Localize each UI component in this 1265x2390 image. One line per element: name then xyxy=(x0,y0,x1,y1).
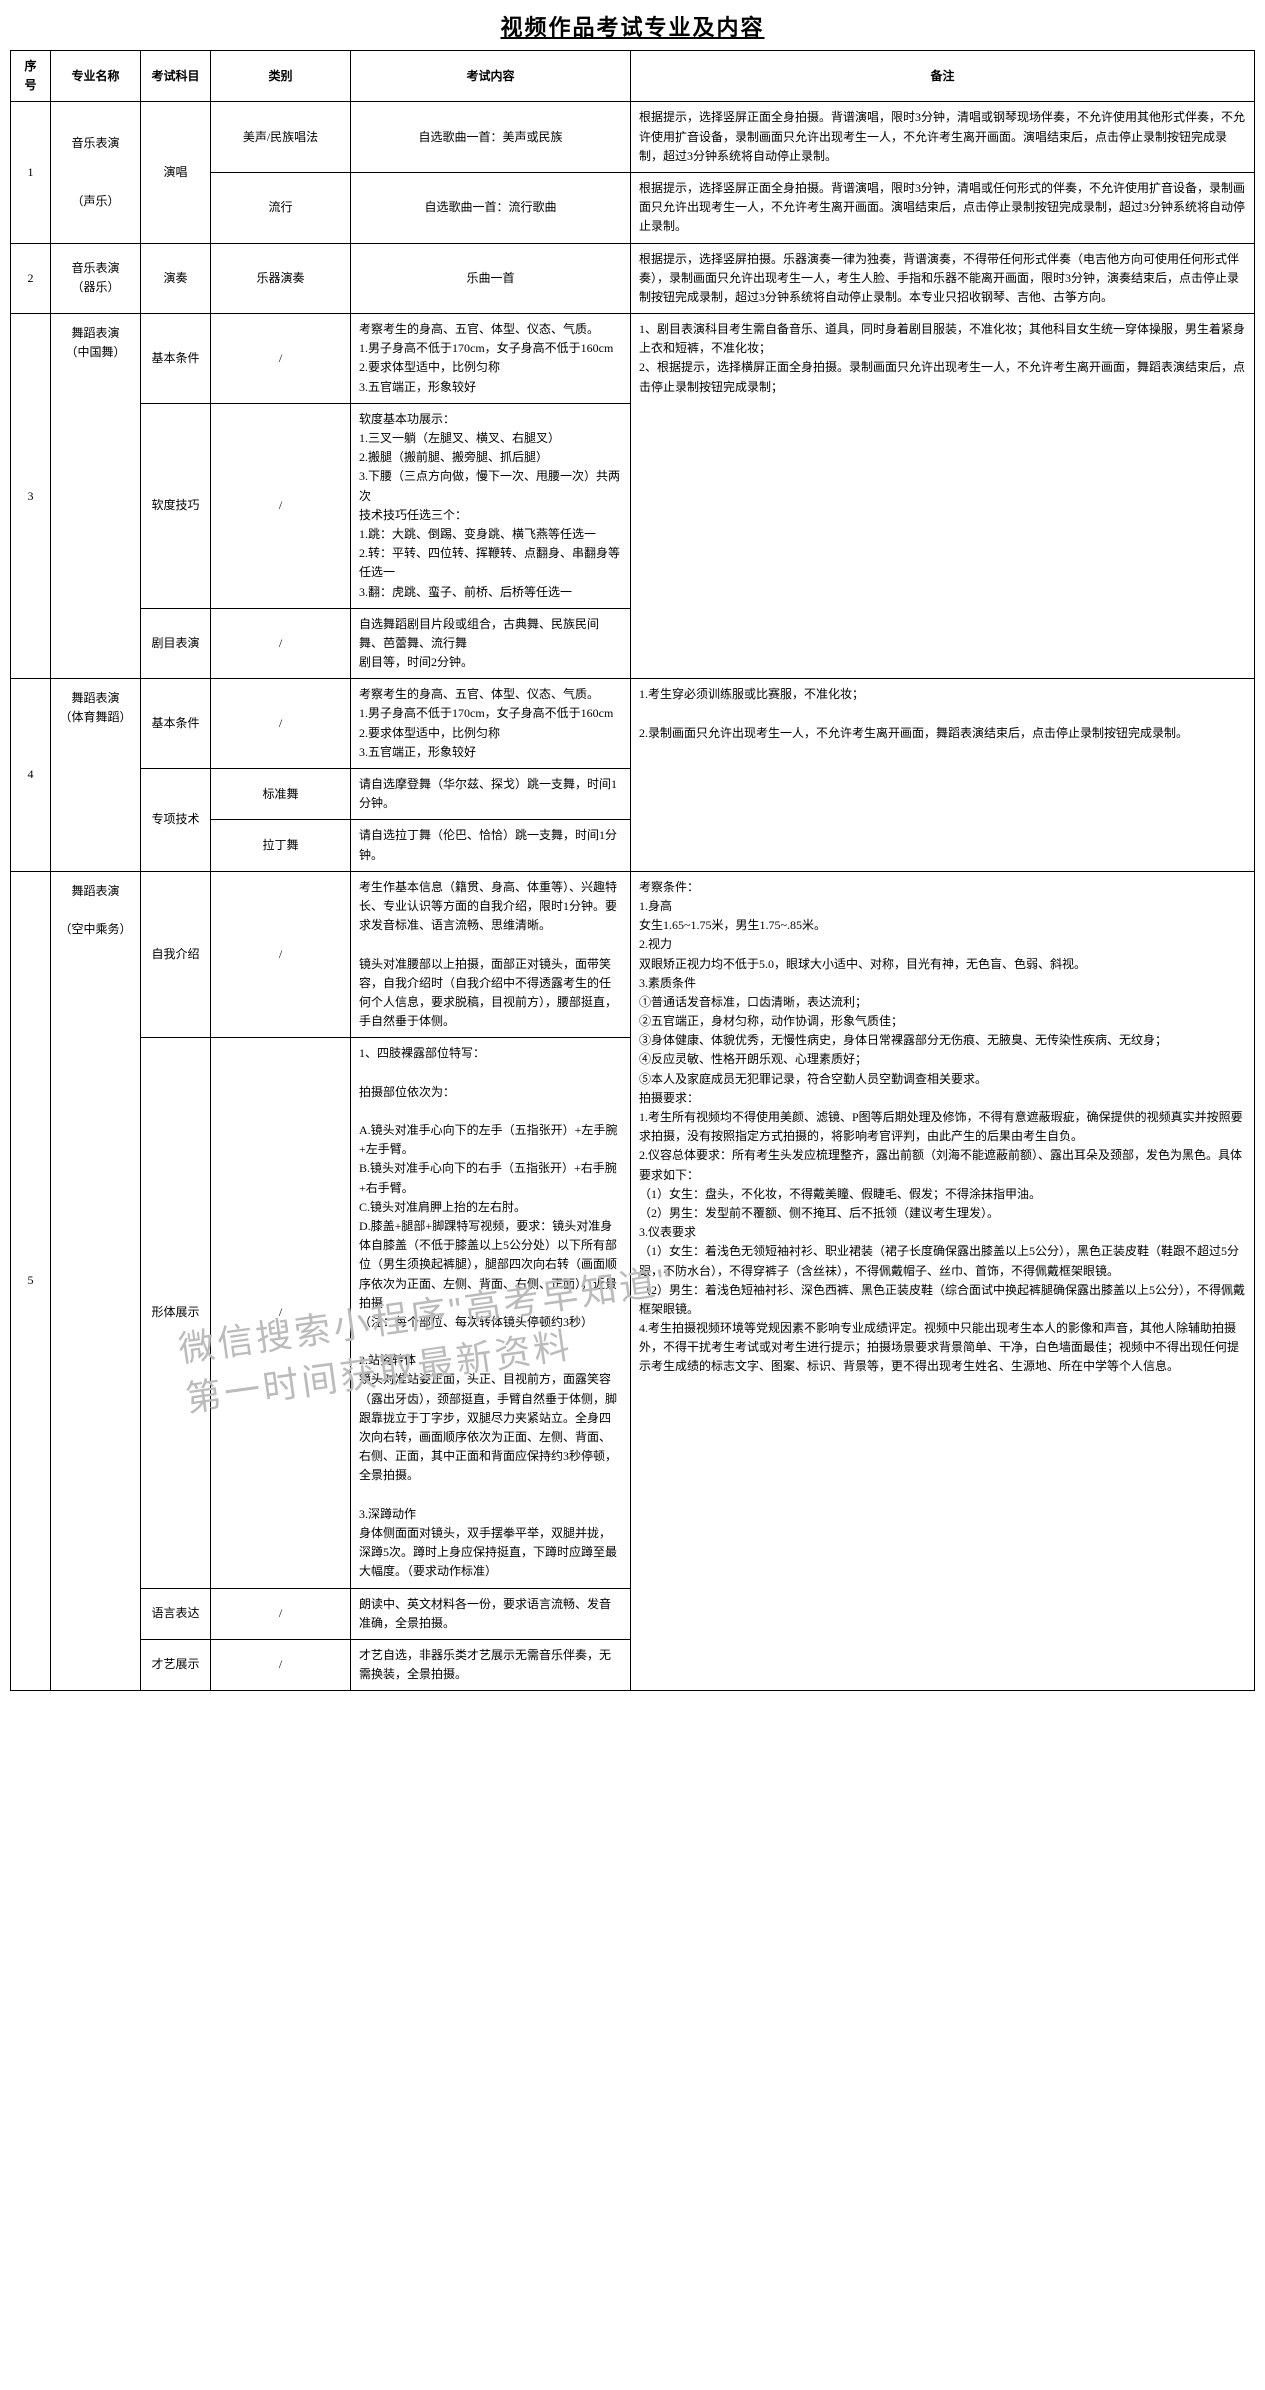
cell-content: 乐曲一首 xyxy=(351,243,631,314)
cell-category: / xyxy=(211,1639,351,1690)
header-seq: 序号 xyxy=(11,51,51,102)
cell-seq: 5 xyxy=(11,871,51,1691)
cell-content: 自选舞蹈剧目片段或组合，古典舞、民族民间舞、芭蕾舞、流行舞 剧目等，时间2分钟。 xyxy=(351,608,631,679)
table-row: 3 舞蹈表演 （中国舞） 基本条件 / 考察考生的身高、五官、体型、仪态、气质。… xyxy=(11,314,1255,404)
table-row: 1 音乐表演 （声乐） 演唱 美声/民族唱法 自选歌曲一首：美声或民族 根据提示… xyxy=(11,102,1255,173)
cell-major: 舞蹈表演 （中国舞） xyxy=(51,314,141,679)
table-row: 2 音乐表演 （器乐） 演奏 乐器演奏 乐曲一首 根据提示，选择竖屏拍摄。乐器演… xyxy=(11,243,1255,314)
cell-remark: 1.考生穿必须训练服或比赛服，不准化妆； 2.录制画面只允许出现考生一人，不允许… xyxy=(631,679,1255,872)
cell-category: / xyxy=(211,608,351,679)
cell-remark: 考察条件： 1.身高 女生1.65~1.75米，男生1.75~.85米。 2.视… xyxy=(631,871,1255,1691)
cell-subject: 基本条件 xyxy=(141,679,211,769)
cell-content: 1、四肢裸露部位特写： 拍摄部位依次为： A.镜头对准手心向下的左手（五指张开）… xyxy=(351,1038,631,1588)
cell-major: 舞蹈表演 （体育舞蹈） xyxy=(51,679,141,872)
table-header-row: 序号 专业名称 考试科目 类别 考试内容 备注 xyxy=(11,51,1255,102)
major-line: （器乐） xyxy=(59,278,132,297)
major-line: （体育舞蹈） xyxy=(59,708,132,727)
cell-content: 才艺自选，非器乐类才艺展示无需音乐伴奏，无需换装，全景拍摄。 xyxy=(351,1639,631,1690)
cell-subject: 自我介绍 xyxy=(141,871,211,1038)
cell-major: 音乐表演 （器乐） xyxy=(51,243,141,314)
cell-subject: 专项技术 xyxy=(141,769,211,872)
cell-category: 拉丁舞 xyxy=(211,820,351,871)
cell-subject: 语言表达 xyxy=(141,1588,211,1639)
exam-table: 序号 专业名称 考试科目 类别 考试内容 备注 1 音乐表演 （声乐） 演唱 美… xyxy=(10,50,1255,1691)
cell-content: 软度基本功展示： 1.三叉一躺（左腿叉、横叉、右腿叉） 2.搬腿（搬前腿、搬旁腿… xyxy=(351,403,631,608)
header-content: 考试内容 xyxy=(351,51,631,102)
cell-category: / xyxy=(211,1588,351,1639)
cell-subject: 才艺展示 xyxy=(141,1639,211,1690)
cell-content: 考察考生的身高、五官、体型、仪态、气质。 1.男子身高不低于170cm，女子身高… xyxy=(351,314,631,404)
cell-remark: 根据提示，选择竖屏正面全身拍摄。背谱演唱，限时3分钟，清唱或任何形式的伴奏，不允… xyxy=(631,172,1255,243)
cell-subject: 软度技巧 xyxy=(141,403,211,608)
cell-category: / xyxy=(211,1038,351,1588)
header-remark: 备注 xyxy=(631,51,1255,102)
cell-subject: 剧目表演 xyxy=(141,608,211,679)
cell-content: 请自选拉丁舞（伦巴、恰恰）跳一支舞，时间1分钟。 xyxy=(351,820,631,871)
header-major: 专业名称 xyxy=(51,51,141,102)
cell-content: 自选歌曲一首：流行歌曲 xyxy=(351,172,631,243)
cell-category: 乐器演奏 xyxy=(211,243,351,314)
major-line: （中国舞） xyxy=(59,343,132,362)
cell-subject: 演奏 xyxy=(141,243,211,314)
major-line: 音乐表演 xyxy=(59,259,132,278)
table-row: 5 舞蹈表演 （空中乘务） 自我介绍 / 考生作基本信息（籍贯、身高、体重等）、… xyxy=(11,871,1255,1038)
cell-content: 考生作基本信息（籍贯、身高、体重等）、兴趣特长、专业认识等方面的自我介绍，限时1… xyxy=(351,871,631,1038)
major-line: （空中乘务） xyxy=(59,920,132,939)
page-title: 视频作品考试专业及内容 xyxy=(10,10,1255,42)
cell-remark: 根据提示，选择竖屏正面全身拍摄。背谱演唱，限时3分钟，清唱或钢琴现场伴奏，不允许… xyxy=(631,102,1255,173)
cell-subject: 演唱 xyxy=(141,102,211,243)
cell-major: 舞蹈表演 （空中乘务） xyxy=(51,871,141,1691)
cell-category: / xyxy=(211,314,351,404)
header-category: 类别 xyxy=(211,51,351,102)
cell-seq: 3 xyxy=(11,314,51,679)
major-line: 舞蹈表演 xyxy=(59,882,132,901)
cell-content: 考察考生的身高、五官、体型、仪态、气质。 1.男子身高不低于170cm，女子身高… xyxy=(351,679,631,769)
cell-category: / xyxy=(211,403,351,608)
cell-major: 音乐表演 （声乐） xyxy=(51,102,141,243)
table-row: 4 舞蹈表演 （体育舞蹈） 基本条件 / 考察考生的身高、五官、体型、仪态、气质… xyxy=(11,679,1255,769)
cell-seq: 2 xyxy=(11,243,51,314)
cell-content: 请自选摩登舞（华尔兹、探戈）跳一支舞，时间1分钟。 xyxy=(351,769,631,820)
cell-seq: 4 xyxy=(11,679,51,872)
cell-category: 标准舞 xyxy=(211,769,351,820)
cell-remark: 根据提示，选择竖屏拍摄。乐器演奏一律为独奏，背谱演奏，不得带任何形式伴奏（电吉他… xyxy=(631,243,1255,314)
header-subject: 考试科目 xyxy=(141,51,211,102)
cell-subject: 形体展示 xyxy=(141,1038,211,1588)
cell-category: 美声/民族唱法 xyxy=(211,102,351,173)
major-line: 音乐表演 xyxy=(59,134,132,153)
cell-subject: 基本条件 xyxy=(141,314,211,404)
major-line: （声乐） xyxy=(59,192,132,211)
cell-category: / xyxy=(211,679,351,769)
major-line: 舞蹈表演 xyxy=(59,689,132,708)
cell-seq: 1 xyxy=(11,102,51,243)
cell-remark: 1、剧目表演科目考生需自备音乐、道具，同时身着剧目服装，不准化妆；其他科目女生统… xyxy=(631,314,1255,679)
cell-category: 流行 xyxy=(211,172,351,243)
cell-content: 自选歌曲一首：美声或民族 xyxy=(351,102,631,173)
cell-category: / xyxy=(211,871,351,1038)
major-line: 舞蹈表演 xyxy=(59,324,132,343)
cell-content: 朗读中、英文材料各一份，要求语言流畅、发音准确，全景拍摄。 xyxy=(351,1588,631,1639)
